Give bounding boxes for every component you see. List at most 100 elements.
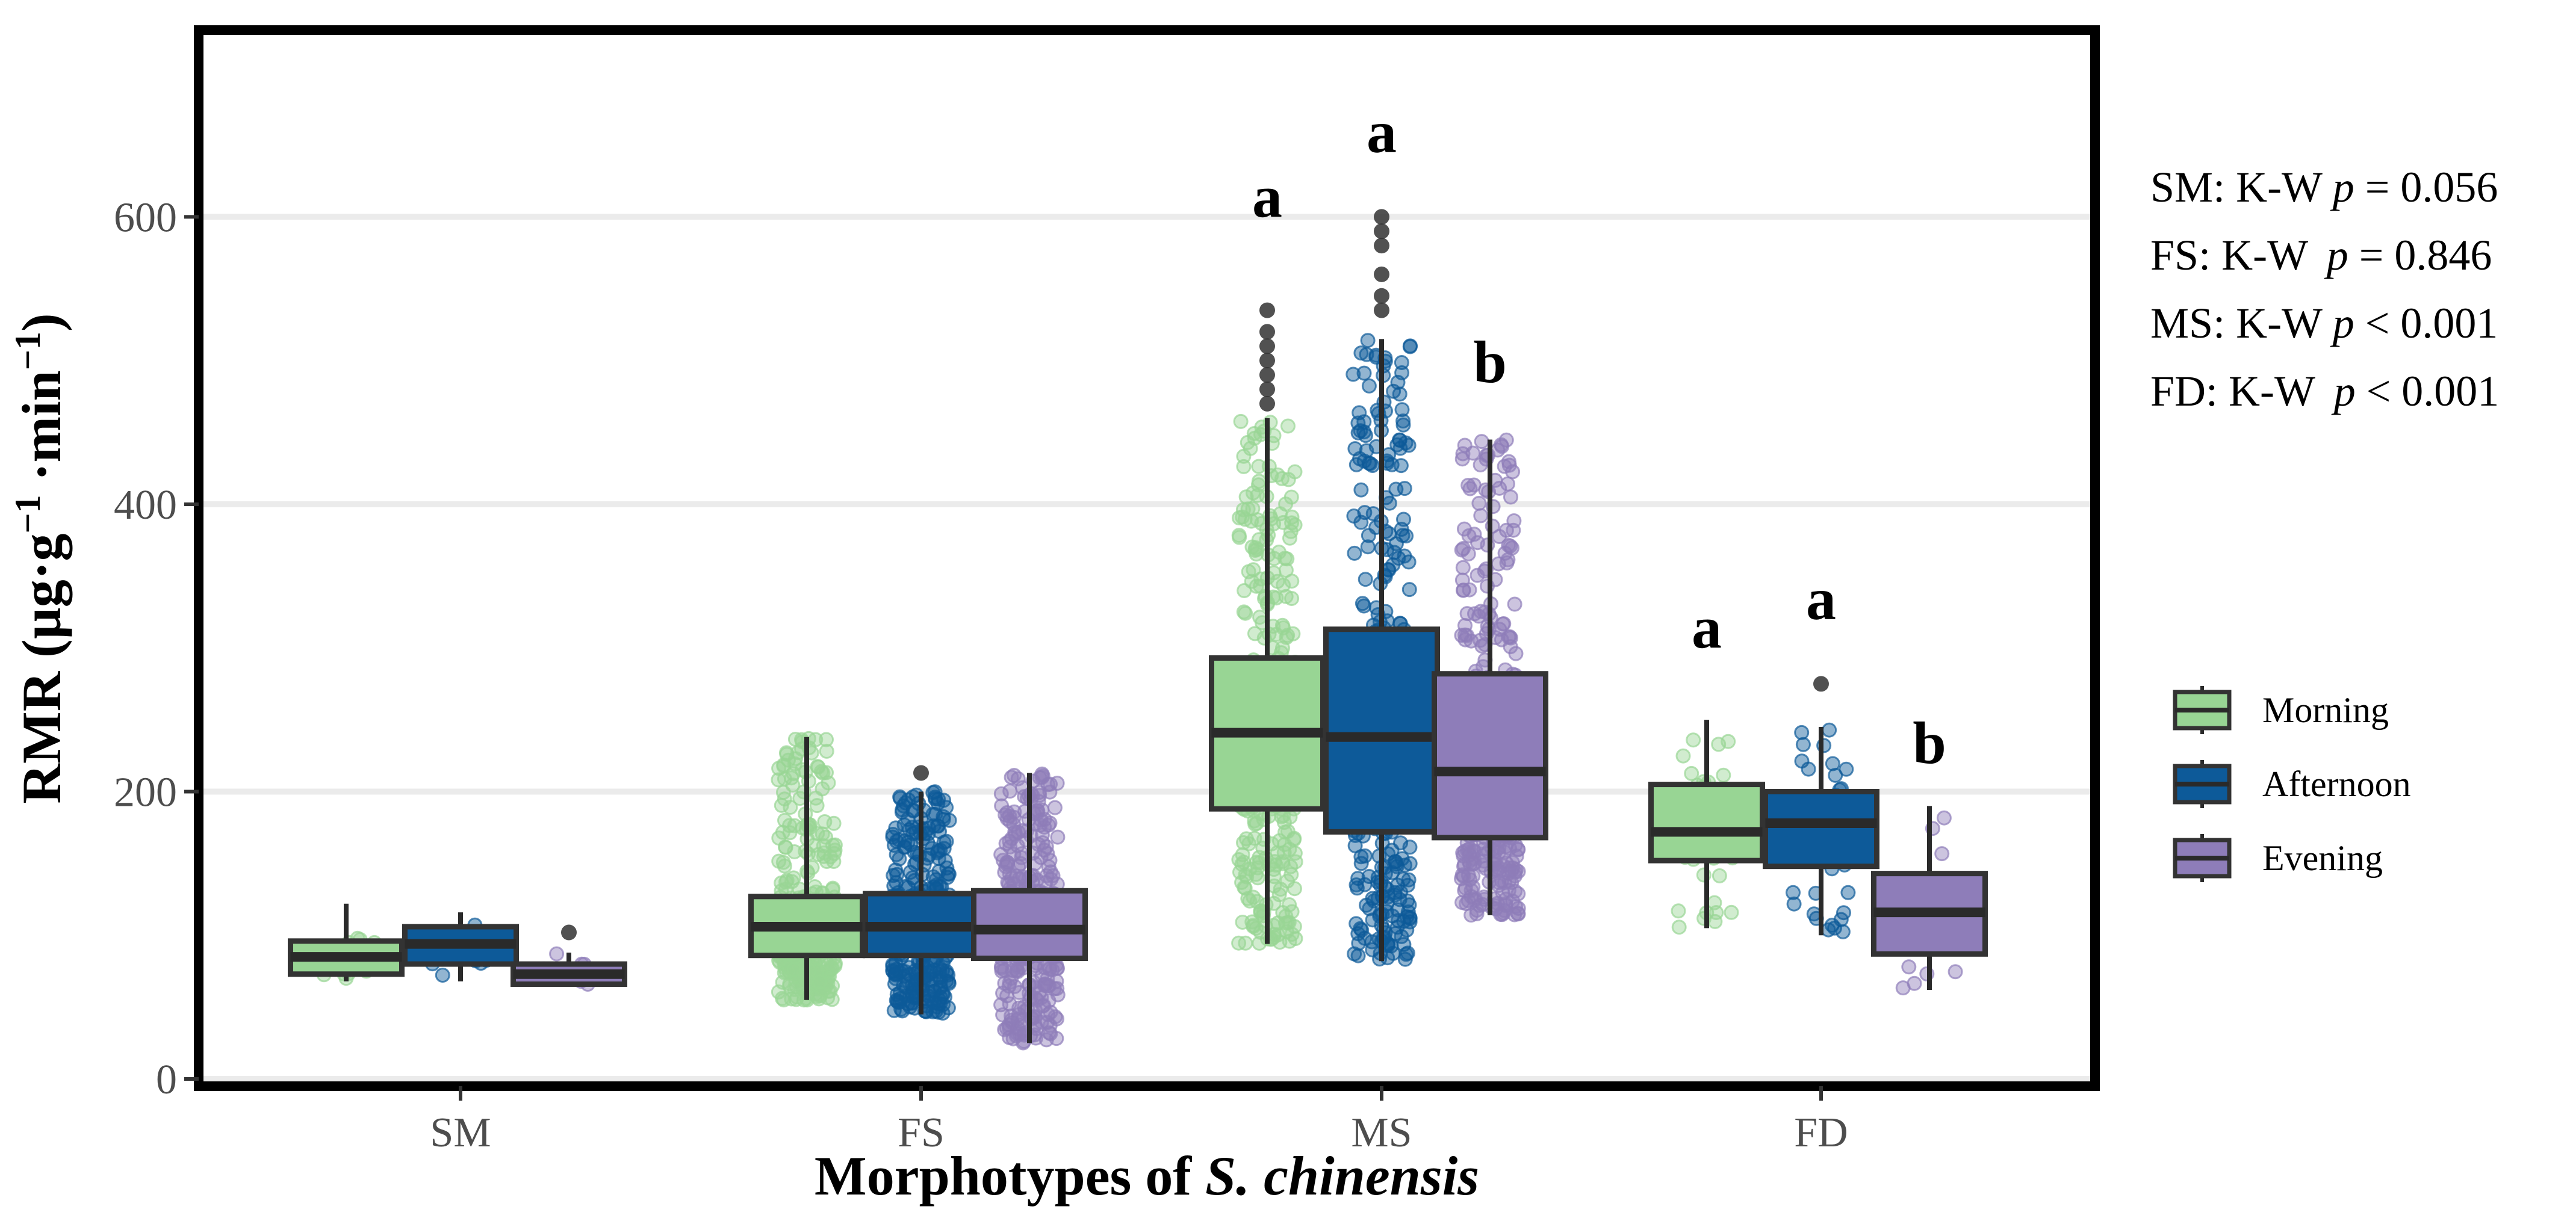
data-point <box>1243 440 1258 456</box>
data-point <box>1402 839 1418 855</box>
data-point <box>1394 365 1410 380</box>
data-point <box>1250 477 1266 493</box>
data-point <box>1463 883 1479 898</box>
data-point <box>1402 339 1418 354</box>
data-point <box>1474 434 1489 450</box>
data-point <box>905 826 920 841</box>
legend-label: Morning <box>2262 690 2389 730</box>
y-axis: 0 200 400 600 <box>114 194 199 1103</box>
data-point <box>1353 856 1369 871</box>
data-point <box>1360 539 1376 555</box>
data-point <box>1501 457 1517 473</box>
data-point <box>1500 476 1515 492</box>
stat-group: MS: <box>2150 299 2225 347</box>
y-axis-title-main: RMR (µg·g <box>11 534 72 804</box>
data-point <box>775 824 790 840</box>
data-point <box>815 781 830 797</box>
legend-item-morning: Morning <box>2173 686 2389 734</box>
stat-p: p <box>2330 163 2354 211</box>
x-axis-title: Morphotypes of S. chinensis <box>815 1145 1479 1207</box>
plot-border <box>194 25 2100 1091</box>
data-point <box>1825 756 1840 771</box>
data-point <box>1276 577 1291 593</box>
data-point <box>1395 413 1411 429</box>
data-point <box>819 743 834 759</box>
data-point <box>1247 626 1262 641</box>
stat-value: 0.846 <box>2394 231 2492 279</box>
outlier-morning-ms <box>1259 353 1275 369</box>
outlier-afternoon-ms <box>1374 209 1389 225</box>
stat-rel: = <box>2359 231 2384 279</box>
data-point <box>1246 485 1261 501</box>
data-point <box>1786 896 1802 912</box>
data-point <box>1361 378 1377 394</box>
data-point <box>1014 850 1029 865</box>
data-point <box>1232 530 1247 545</box>
data-point <box>1504 855 1520 870</box>
data-point <box>1835 924 1851 939</box>
sig-letter-afternoon-ms: a <box>1367 99 1397 165</box>
outlier-evening-sm <box>561 924 577 941</box>
data-point <box>1840 885 1856 900</box>
outlier-morning-ms <box>1259 381 1275 397</box>
data-point <box>1358 572 1373 587</box>
data-point <box>808 732 824 747</box>
sig-letter-morning-fd: a <box>1692 595 1722 661</box>
data-point <box>771 984 786 1000</box>
data-point <box>1233 413 1249 429</box>
x-tick-label-sm: SM <box>430 1110 491 1156</box>
data-point <box>1232 864 1247 880</box>
y-tick-label-400: 400 <box>114 482 177 528</box>
data-point <box>1948 964 1963 980</box>
data-point <box>1671 919 1687 935</box>
data-point <box>1394 355 1409 370</box>
data-point <box>1353 482 1369 498</box>
data-point <box>1359 443 1374 459</box>
data-point <box>1398 947 1414 962</box>
data-point <box>435 968 450 983</box>
x-axis-title-species: S. chinensis <box>1205 1145 1479 1207</box>
data-point <box>1011 984 1027 1000</box>
box-evening-fs <box>971 888 1088 961</box>
data-point <box>1043 871 1059 887</box>
data-point <box>1400 877 1415 893</box>
data-point <box>1237 512 1253 527</box>
data-point <box>1501 537 1516 553</box>
y-tick-label-0: 0 <box>156 1057 177 1103</box>
box-evening-ms <box>1432 671 1548 841</box>
data-point <box>1000 874 1016 890</box>
data-point <box>1274 617 1290 633</box>
data-point <box>898 979 914 995</box>
data-point <box>1248 540 1264 555</box>
data-point <box>549 946 565 962</box>
y-tick-label-200: 200 <box>114 770 177 816</box>
y-axis-title-sup1: −1 <box>8 495 48 533</box>
data-point <box>1246 426 1262 441</box>
data-point <box>1901 959 1917 975</box>
data-point <box>1287 845 1303 861</box>
data-point <box>1049 974 1064 989</box>
outlier-afternoon-ms <box>1374 223 1389 240</box>
data-point <box>1008 826 1023 842</box>
outlier-morning-ms <box>1259 324 1275 340</box>
data-point <box>1359 347 1374 362</box>
stat-group: FS: <box>2150 231 2211 279</box>
data-point <box>892 851 907 867</box>
data-point <box>1031 836 1046 852</box>
data-point <box>1786 885 1801 900</box>
outlier-afternoon-ms <box>1374 302 1389 318</box>
data-point <box>1252 610 1268 625</box>
data-point <box>1794 725 1810 740</box>
x-tick-label-fs: FS <box>898 1110 945 1156</box>
data-point <box>1795 737 1811 752</box>
outlier-points <box>561 209 1829 941</box>
outlier-morning-ms <box>1259 367 1275 383</box>
data-point <box>926 962 942 978</box>
data-point <box>1350 926 1366 942</box>
data-point <box>1507 883 1523 899</box>
y-axis-title: RMR (µg·g−1 ·min−1) <box>8 313 72 803</box>
data-point <box>1273 506 1288 522</box>
data-point <box>1049 1011 1064 1027</box>
data-point <box>1828 767 1843 783</box>
data-point <box>1397 481 1412 496</box>
